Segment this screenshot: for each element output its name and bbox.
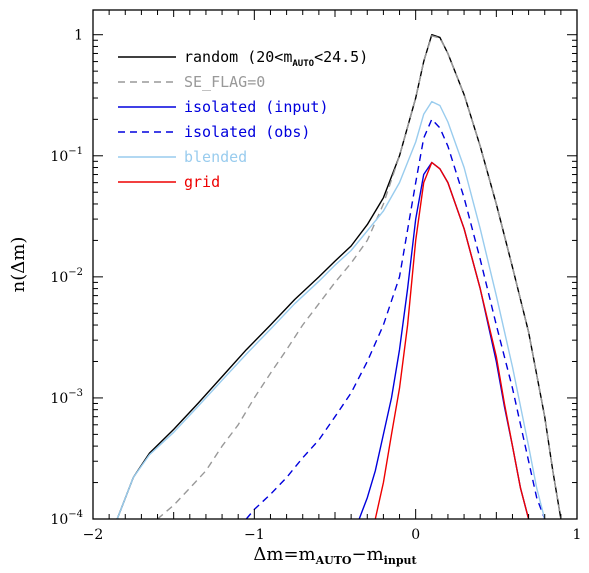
legend-label-2: isolated (input) bbox=[184, 98, 329, 116]
legend-label-0: random (20<mAUTO<24.5) bbox=[184, 48, 368, 69]
axis-layer: −2 −1 0 1 10−4 10−3 10−2 10−1 1 bbox=[50, 9, 582, 543]
legend-label-1: SE_FLAG=0 bbox=[184, 73, 265, 91]
x-axis-label: Δm=mAUTO−minput bbox=[253, 544, 417, 567]
y-axis-label: n(Δm) bbox=[8, 237, 29, 293]
y-tick-label: 10−4 bbox=[50, 509, 83, 528]
x-tick-label: −1 bbox=[244, 527, 265, 543]
series-layer bbox=[116, 34, 562, 519]
legend: random (20<mAUTO<24.5) SE_FLAG=0 isolated … bbox=[118, 48, 368, 191]
legend-label-3: isolated (obs) bbox=[184, 123, 310, 141]
axis-labels: Δm=mAUTO−minput n(Δm) bbox=[8, 237, 418, 567]
series-line-4 bbox=[116, 100, 546, 519]
x-tick-label: −2 bbox=[83, 527, 104, 543]
series-line-5 bbox=[374, 161, 530, 519]
legend-label-4: blended bbox=[184, 148, 247, 166]
x-tick-label: 1 bbox=[573, 527, 582, 543]
y-tick-label: 1 bbox=[74, 28, 83, 44]
y-tick-label: 10−2 bbox=[50, 267, 83, 286]
series-line-1 bbox=[157, 35, 562, 519]
legend-label-5: grid bbox=[184, 173, 220, 191]
y-tick-label: 10−3 bbox=[50, 388, 83, 407]
x-tick-label: 0 bbox=[411, 527, 420, 543]
series-line-3 bbox=[245, 118, 546, 519]
y-tick-label: 10−1 bbox=[50, 146, 83, 165]
